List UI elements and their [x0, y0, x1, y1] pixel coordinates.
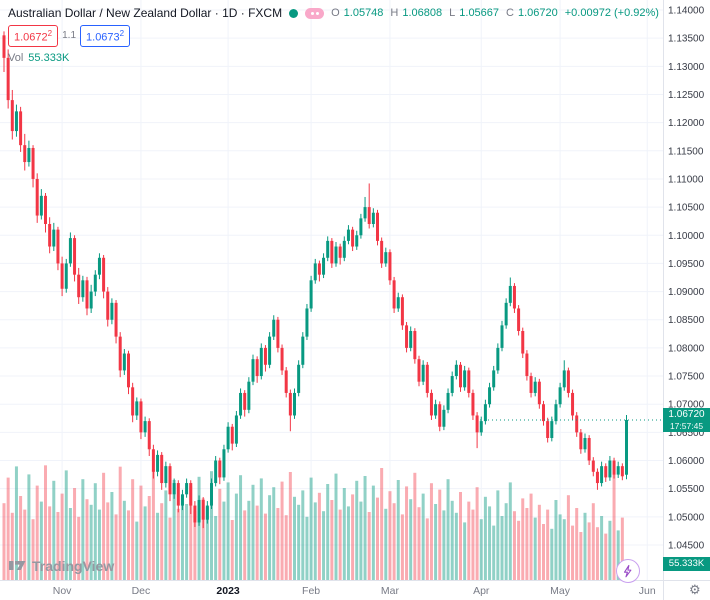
svg-text:1.05500: 1.05500 — [668, 484, 705, 495]
change-value: +0.00972 (+0.92%) — [564, 7, 659, 19]
svg-text:1.09000: 1.09000 — [668, 287, 705, 298]
price-axis[interactable]: 1.14000 1.13500 1.13000 1.12500 1.12000 1.115… — [668, 6, 705, 552]
bid-price-button[interactable]: 1.06722 — [8, 25, 59, 47]
ask-price-button[interactable]: 1.06732 — [80, 25, 131, 47]
ohlc-readout: O 1.05748 H 1.06808 L 1.05667 C 1.06720 +0.0… — [331, 7, 662, 19]
bid-pip-sup: 2 — [47, 29, 53, 38]
svg-text:2023: 2023 — [216, 585, 240, 597]
tradingview-logo-icon — [9, 561, 26, 570]
svg-text:1.05000: 1.05000 — [668, 512, 705, 523]
bar-countdown: 17:57:45 — [669, 420, 704, 431]
chart-legend: Australian Dollar / New Zealand Dollar ·… — [8, 6, 662, 64]
last-volume-badge: 55.333K — [663, 557, 710, 572]
open-label: O — [331, 7, 340, 19]
svg-text:1.11000: 1.11000 — [668, 174, 704, 185]
svg-text:1.10000: 1.10000 — [668, 231, 705, 242]
svg-text:May: May — [550, 585, 571, 597]
svg-text:1.07000: 1.07000 — [668, 400, 705, 411]
svg-text:Feb: Feb — [302, 585, 320, 597]
svg-text:1.11500: 1.11500 — [668, 146, 704, 157]
svg-text:1.10500: 1.10500 — [668, 203, 705, 214]
low-value: 1.05667 — [459, 7, 500, 19]
symbol-title[interactable]: Australian Dollar / New Zealand Dollar ·… — [8, 6, 283, 20]
svg-text:1.06500: 1.06500 — [668, 428, 705, 439]
svg-text:1.13500: 1.13500 — [668, 34, 705, 45]
close-label: C — [506, 7, 514, 19]
open-value: 1.05748 — [343, 7, 384, 19]
svg-text:1.12500: 1.12500 — [668, 90, 705, 101]
volume-value: 55.333K — [28, 51, 70, 64]
last-price-value: 1.06720 — [668, 408, 705, 420]
close-value: 1.06720 — [517, 7, 558, 19]
svg-text:Jun: Jun — [639, 585, 656, 597]
settings-gear-icon[interactable]: ⚙ — [689, 582, 701, 597]
svg-text:1.13000: 1.13000 — [668, 62, 705, 73]
last-price-badge: 1.06720 17:57:45 — [663, 407, 710, 432]
volume-readout: Vol 55.333K — [8, 52, 662, 64]
tradingview-logo[interactable]: TradingView — [8, 556, 114, 575]
ask-pip-sup: 2 — [119, 29, 125, 38]
candles-layer — [2, 31, 628, 529]
volume-label[interactable]: Vol — [8, 51, 24, 64]
high-value: 1.06808 — [402, 7, 443, 19]
lightning-icon — [623, 564, 632, 578]
bid-value: 1.0672 — [14, 31, 48, 44]
svg-text:Dec: Dec — [132, 585, 151, 597]
sentiment-pill-icon[interactable] — [305, 7, 325, 19]
svg-text:Apr: Apr — [473, 585, 490, 597]
svg-text:1.07500: 1.07500 — [668, 372, 705, 383]
svg-text:1.04500: 1.04500 — [668, 541, 705, 552]
svg-text:1.06000: 1.06000 — [668, 456, 705, 467]
svg-text:Nov: Nov — [53, 585, 72, 597]
bid-ask-widget: 1.06722 1.1 1.06732 — [8, 25, 662, 47]
low-label: L — [449, 7, 456, 19]
svg-text:Mar: Mar — [381, 585, 400, 597]
svg-text:1.09500: 1.09500 — [668, 259, 705, 270]
tradingview-logo-text: TradingView — [32, 557, 115, 574]
lightning-button[interactable] — [616, 559, 640, 583]
svg-text:1.08500: 1.08500 — [668, 315, 705, 326]
spread-value: 1.1 — [62, 30, 77, 42]
svg-text:1.12000: 1.12000 — [668, 118, 705, 129]
svg-text:1.08000: 1.08000 — [668, 343, 705, 354]
volume-bars-layer — [2, 465, 628, 580]
svg-text:1.14000: 1.14000 — [668, 6, 705, 17]
high-label: H — [390, 7, 399, 19]
ask-value: 1.0673 — [86, 31, 120, 44]
time-axis[interactable]: Nov Dec 2023 Feb Mar Apr May Jun — [53, 585, 656, 597]
market-status-icon[interactable] — [289, 8, 299, 18]
